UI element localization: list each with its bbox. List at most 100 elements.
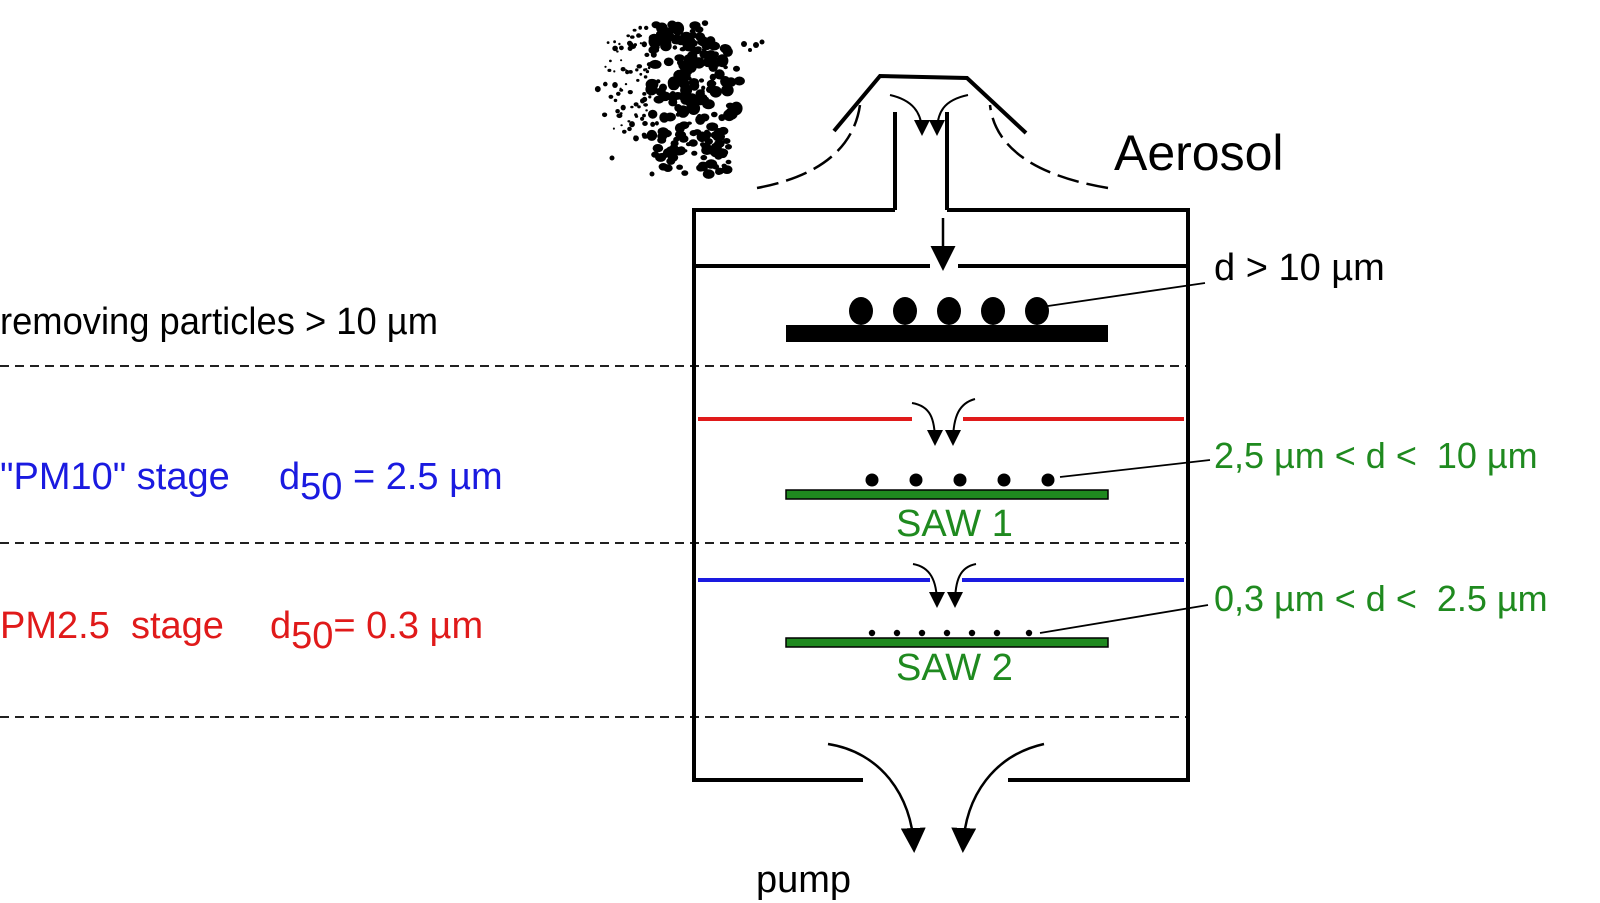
cloud-particle bbox=[644, 52, 650, 58]
cloud-particle bbox=[626, 34, 630, 38]
cloud-particle bbox=[606, 41, 610, 44]
fine-particles bbox=[868, 629, 1033, 637]
cloud-particle bbox=[711, 111, 718, 118]
cloud-particle bbox=[714, 69, 725, 80]
cloud-particle bbox=[646, 62, 653, 67]
cloud-particle bbox=[688, 139, 698, 147]
cloud-particle bbox=[645, 109, 648, 112]
cloud-particle bbox=[619, 45, 624, 51]
cloud-particle bbox=[620, 67, 626, 72]
cloud-particle bbox=[722, 138, 731, 144]
cloud-particle bbox=[759, 39, 765, 45]
cloud-particle bbox=[706, 36, 716, 46]
cloud-particle bbox=[613, 40, 616, 44]
pump-label: pump bbox=[756, 859, 851, 901]
cloud-particle bbox=[699, 113, 710, 122]
cloud-particle bbox=[630, 35, 635, 39]
cloud-particle bbox=[613, 98, 618, 103]
cloud-particle bbox=[612, 45, 618, 52]
cloud-particle bbox=[720, 58, 726, 63]
cloud-particle bbox=[653, 95, 665, 104]
cloud-particle bbox=[620, 59, 623, 62]
cloud-particle bbox=[741, 41, 747, 47]
cloud-particle bbox=[656, 22, 668, 34]
cloud-particle bbox=[620, 104, 626, 111]
cloud-particle bbox=[639, 42, 643, 45]
cloud-particle bbox=[638, 25, 642, 30]
cloud-particle bbox=[627, 90, 633, 95]
cloud-particle bbox=[651, 47, 660, 53]
cloud-particle bbox=[697, 36, 709, 47]
cloud-particle bbox=[676, 164, 683, 170]
cloud-particle bbox=[654, 121, 659, 126]
cloud-particle bbox=[642, 113, 646, 118]
cloud-particle bbox=[628, 70, 633, 74]
cloud-particle bbox=[642, 92, 647, 96]
stage-dividers bbox=[0, 365, 1188, 718]
cloud-particle bbox=[666, 146, 677, 155]
pm10-d50-value: = 2.5 µm bbox=[342, 456, 502, 498]
cloud-particle bbox=[648, 109, 658, 119]
cloud-particle bbox=[721, 62, 727, 67]
particle-cloud-icon bbox=[594, 20, 765, 179]
stage1-capture-range: d > 10 µm bbox=[1214, 247, 1385, 289]
pm10-d50-label: d50 = 2.5 µm bbox=[279, 456, 503, 508]
cloud-particle bbox=[658, 163, 668, 171]
cloud-particle bbox=[677, 59, 685, 66]
cloud-particle bbox=[689, 130, 698, 137]
cloud-particle bbox=[702, 99, 715, 110]
cloud-particle bbox=[647, 66, 651, 70]
airflow-dashed-curves bbox=[756, 104, 1109, 190]
cloud-particle bbox=[649, 171, 655, 177]
cloud-particle bbox=[659, 112, 670, 123]
cloud-particle bbox=[705, 159, 718, 169]
cloud-particle bbox=[650, 51, 657, 58]
cloud-particle bbox=[721, 165, 733, 175]
cloud-particle bbox=[603, 81, 608, 87]
cloud-particle bbox=[619, 112, 623, 115]
cloud-particle bbox=[704, 50, 718, 64]
pm10-flow-arrows bbox=[911, 398, 976, 446]
cloud-particle bbox=[706, 145, 719, 155]
cloud-particle bbox=[702, 169, 715, 179]
cloud-particle bbox=[613, 70, 616, 73]
cloud-particle bbox=[678, 135, 689, 143]
cloud-particle bbox=[689, 21, 701, 30]
cloud-particle bbox=[655, 64, 661, 69]
cloud-particle bbox=[633, 43, 637, 47]
pm10-stage-name: "PM10" stage bbox=[0, 456, 230, 498]
cloud-particle bbox=[733, 76, 745, 86]
pm10-d50-subscript: 50 bbox=[300, 466, 342, 508]
pm25-d50-subscript: 50 bbox=[291, 615, 333, 657]
cloud-particle bbox=[708, 84, 716, 90]
cloud-particle bbox=[634, 114, 639, 118]
pm25-stage-name: PM2.5 stage bbox=[0, 605, 224, 647]
cloud-particle bbox=[732, 103, 739, 109]
pm25-d50-value: = 0.3 µm bbox=[333, 605, 483, 647]
cloud-particle bbox=[633, 135, 637, 138]
cloud-particle bbox=[700, 88, 705, 95]
cloud-particle bbox=[637, 105, 641, 109]
cloud-particle bbox=[713, 130, 719, 135]
cloud-particle bbox=[725, 159, 732, 165]
saw2-label: SAW 2 bbox=[896, 647, 1013, 689]
cloud-particle bbox=[609, 155, 615, 161]
cloud-particle bbox=[639, 34, 643, 37]
capture-leader-line-1 bbox=[1047, 282, 1206, 307]
stage1-description: removing particles > 10 µm bbox=[0, 301, 438, 343]
cloud-particle bbox=[698, 78, 705, 83]
cloud-particle bbox=[714, 139, 725, 148]
cloud-particle bbox=[726, 107, 738, 120]
cloud-particle bbox=[674, 104, 682, 112]
cloud-particle bbox=[644, 25, 649, 30]
cloud-particle bbox=[669, 91, 676, 97]
cloud-particle bbox=[643, 75, 648, 79]
cloud-particle bbox=[635, 68, 639, 72]
cloud-particle bbox=[645, 70, 650, 74]
cloud-particle bbox=[690, 47, 701, 55]
medium-particles bbox=[865, 473, 1055, 487]
cloud-particle bbox=[676, 75, 687, 84]
cloud-particle bbox=[655, 87, 666, 97]
cloud-particle bbox=[618, 42, 621, 46]
cloud-particle bbox=[624, 83, 628, 86]
